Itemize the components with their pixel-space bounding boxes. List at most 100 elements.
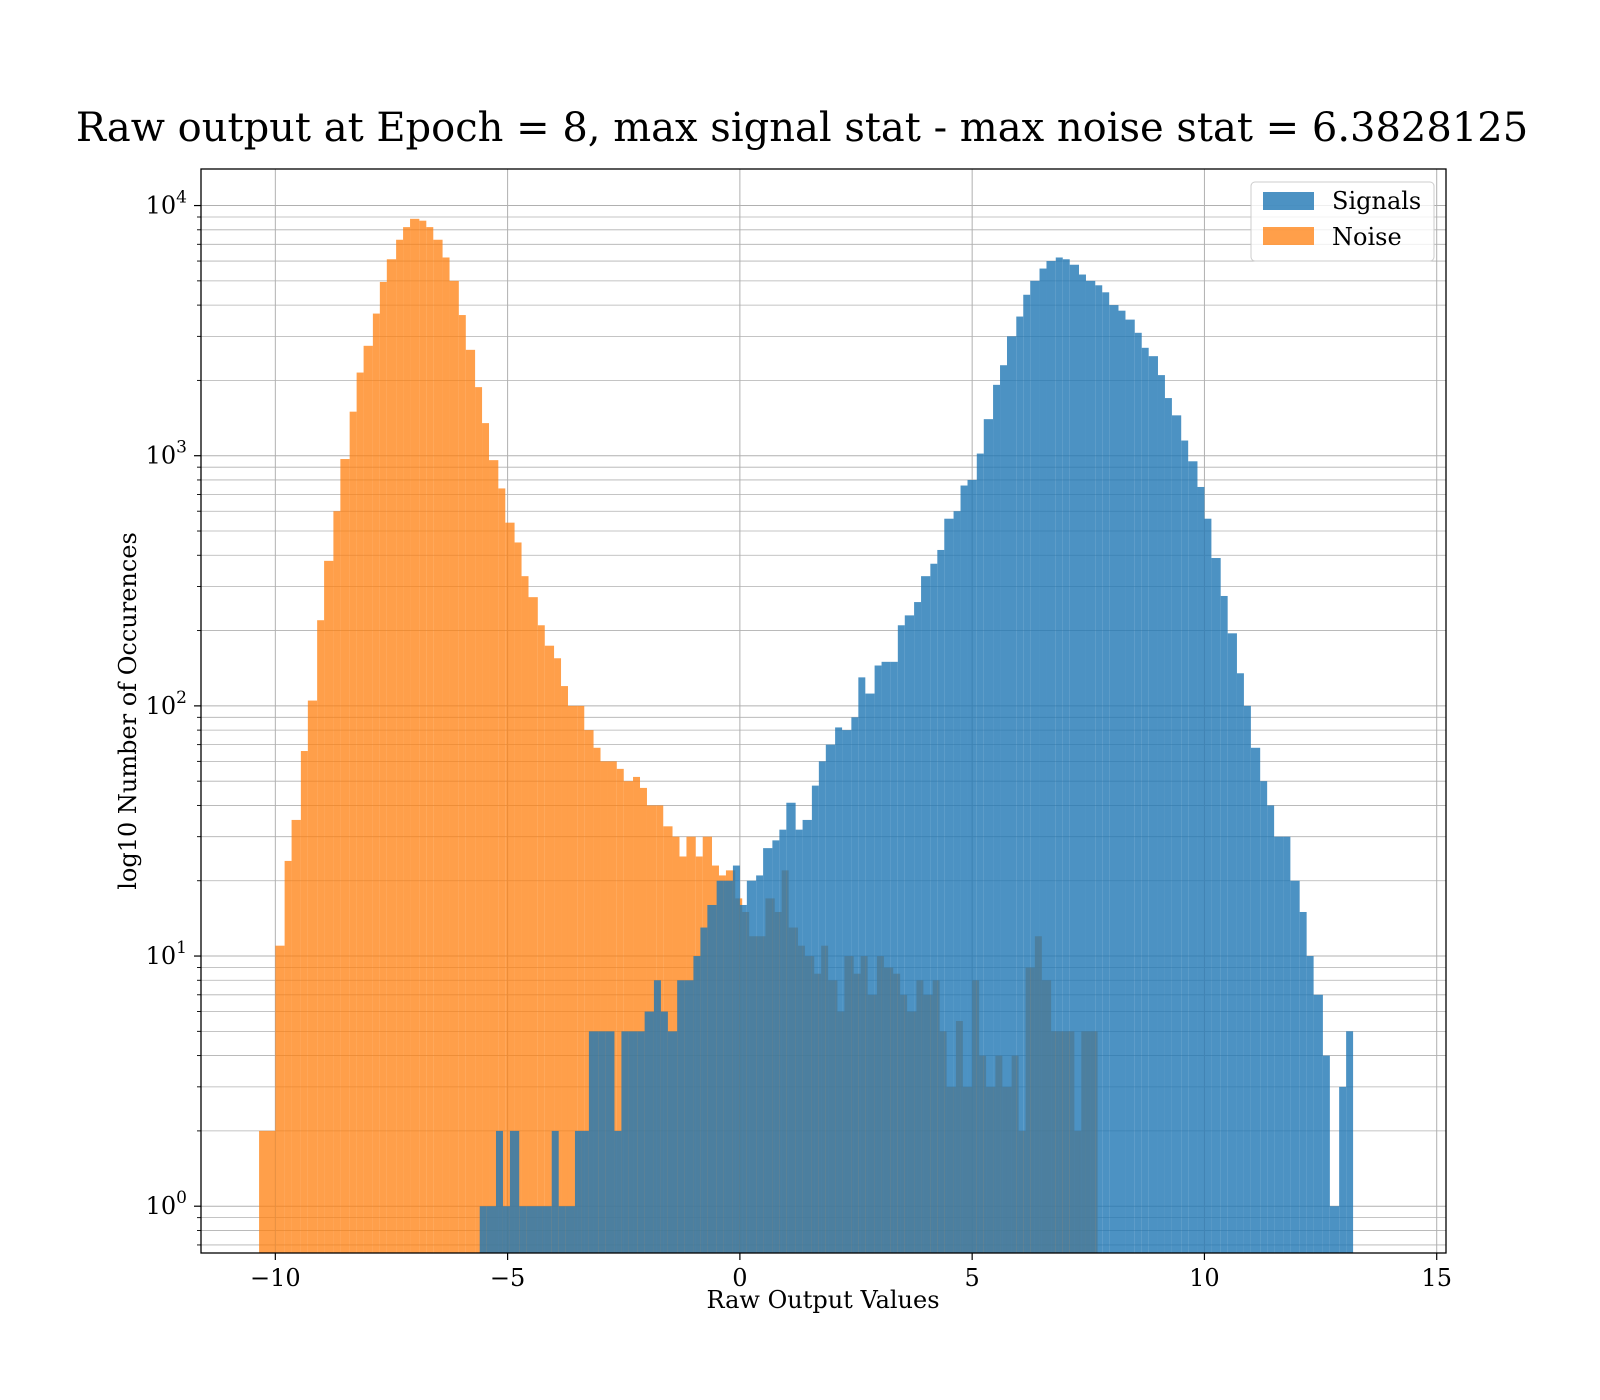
y-tick-label: 100 <box>146 1188 187 1220</box>
signals-bar <box>628 1031 638 1253</box>
signals-bar <box>693 956 701 1253</box>
x-tick-label: 0 <box>732 1264 747 1292</box>
signals-bar <box>1250 747 1261 1253</box>
signals-bar <box>1211 558 1221 1253</box>
noise-bar <box>633 776 641 1253</box>
signals-bar <box>756 875 764 1253</box>
signals-bar <box>1204 518 1212 1253</box>
signals-bar <box>1125 319 1135 1253</box>
noise-bar <box>561 686 568 1253</box>
signals-bar <box>716 880 724 1253</box>
signals-bar <box>1109 305 1119 1253</box>
signals-bar <box>1260 781 1268 1253</box>
signals-bar <box>993 384 1001 1254</box>
y-axis-label: log10 Number of Occurences <box>114 532 142 890</box>
signals-bar <box>746 880 757 1253</box>
signals-bar <box>1197 486 1205 1253</box>
noise-bar <box>607 761 617 1253</box>
signals-bar <box>944 518 954 1253</box>
noise-bar <box>372 313 380 1253</box>
signals-bar <box>937 549 945 1253</box>
noise-bar <box>363 345 373 1254</box>
signals-bar <box>1220 595 1228 1253</box>
signals-bar <box>802 819 812 1253</box>
histogram-bars <box>259 218 1354 1254</box>
signals-bar <box>1227 633 1237 1253</box>
chart-title: Raw output at Epoch = 8, max signal stat… <box>76 105 1528 151</box>
signals-bar <box>739 904 747 1253</box>
signals-bar <box>865 693 875 1253</box>
noise-bar <box>623 781 634 1253</box>
signals-bar <box>1181 440 1189 1253</box>
signals-bar <box>897 625 905 1253</box>
signals-bar <box>1023 294 1031 1253</box>
signals-bar <box>677 980 685 1253</box>
signals-bar <box>614 1130 622 1253</box>
signals-bar <box>637 1031 645 1253</box>
signals-bar <box>1085 280 1096 1254</box>
noise-bar <box>475 387 483 1253</box>
noise-bar <box>593 747 601 1253</box>
signals-bar <box>1306 956 1314 1253</box>
noise-bar <box>275 945 285 1253</box>
plot-frame <box>200 168 1447 1254</box>
signals-bar <box>1055 257 1063 1253</box>
signals-bar <box>1274 836 1284 1253</box>
signals-bar <box>930 563 938 1253</box>
signals-bar <box>786 802 796 1253</box>
noise-bar <box>458 315 466 1253</box>
signals-bar <box>1102 292 1110 1253</box>
signals-bar <box>588 1031 599 1253</box>
signals-bar <box>914 602 922 1253</box>
noise-bar <box>640 787 647 1253</box>
signals-bar <box>960 485 968 1253</box>
signals-bar <box>1313 994 1323 1253</box>
noise-bar <box>291 819 301 1253</box>
legend-swatch-signals <box>1263 192 1314 210</box>
noise-bar <box>584 730 594 1253</box>
signals-bar <box>1329 1206 1340 1253</box>
signals-bar <box>825 744 836 1253</box>
signals-bar <box>660 1011 668 1253</box>
y-tick-label: 104 <box>146 188 187 220</box>
signals-bar <box>486 1206 496 1253</box>
noise-bar <box>537 625 545 1253</box>
signals-bar <box>1157 375 1165 1253</box>
noise-bar <box>498 488 506 1253</box>
signals-bar <box>1290 880 1300 1253</box>
signals-bar <box>598 1031 606 1253</box>
signals-bar <box>779 829 787 1253</box>
signals-bar <box>574 1130 582 1253</box>
legend-label-signals: Signals <box>1332 187 1421 215</box>
signals-bar <box>858 677 866 1253</box>
noise-bar <box>489 460 499 1253</box>
noise-bar <box>514 542 522 1253</box>
noise-bar <box>554 658 562 1253</box>
signals-bar <box>707 904 717 1253</box>
signals-bar <box>1283 836 1291 1253</box>
signals-bar <box>1148 356 1158 1253</box>
noise-bar <box>528 597 538 1253</box>
signals-bar <box>904 615 915 1253</box>
x-tick-label: −10 <box>250 1264 301 1292</box>
signals-bar <box>1016 316 1024 1254</box>
legend: Signals Noise <box>1250 181 1435 262</box>
signals-bar <box>1095 285 1103 1254</box>
legend-label-noise: Noise <box>1332 223 1402 251</box>
signals-bar <box>983 419 994 1253</box>
noise-bar <box>307 700 318 1253</box>
signals-bar <box>1236 673 1244 1253</box>
noise-bar <box>403 227 411 1254</box>
signals-bar <box>1000 365 1007 1254</box>
signals-bar <box>811 785 819 1253</box>
noise-bar <box>396 239 404 1254</box>
signals-bar <box>921 576 931 1253</box>
signals-bar <box>874 665 882 1253</box>
signals-bar <box>1069 264 1080 1253</box>
signals-bar <box>1046 261 1056 1253</box>
noise-bar <box>482 423 490 1253</box>
signals-bar <box>605 1031 615 1253</box>
x-axis-label: Raw Output Values <box>706 1286 939 1314</box>
signals-bar <box>551 1130 559 1253</box>
x-tick-label: 15 <box>1421 1264 1452 1292</box>
